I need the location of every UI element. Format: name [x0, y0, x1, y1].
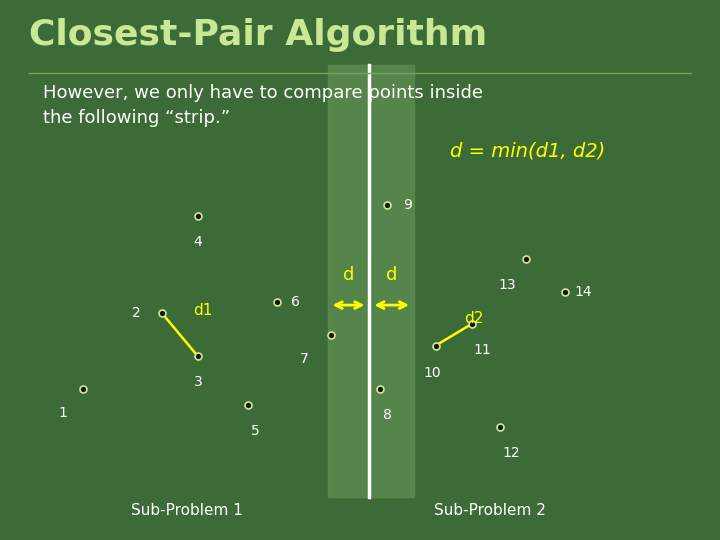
Text: d: d — [343, 266, 354, 285]
Text: d1: d1 — [193, 303, 212, 318]
Text: 6: 6 — [291, 295, 300, 309]
Text: 10: 10 — [423, 366, 441, 380]
Text: 13: 13 — [499, 278, 516, 292]
Text: 9: 9 — [403, 198, 412, 212]
Text: 12: 12 — [503, 446, 520, 460]
Bar — [328, 65, 414, 497]
Text: 11: 11 — [474, 343, 491, 357]
Text: Sub-Problem 2: Sub-Problem 2 — [433, 503, 546, 518]
Text: 7: 7 — [300, 352, 308, 366]
Text: d2: d2 — [464, 311, 484, 326]
Text: d = min(d1, d2): d = min(d1, d2) — [450, 141, 606, 161]
Text: Sub-Problem 1: Sub-Problem 1 — [131, 503, 243, 518]
Text: 1: 1 — [58, 406, 67, 420]
Text: Closest-Pair Algorithm: Closest-Pair Algorithm — [29, 18, 487, 52]
Text: 3: 3 — [194, 375, 202, 389]
Text: 4: 4 — [194, 235, 202, 249]
Text: 8: 8 — [383, 408, 392, 422]
Text: d: d — [386, 266, 397, 285]
Text: 2: 2 — [132, 306, 141, 320]
Text: 5: 5 — [251, 424, 260, 438]
Text: 14: 14 — [575, 285, 592, 299]
Text: However, we only have to compare points inside
the following “strip.”: However, we only have to compare points … — [43, 84, 483, 127]
